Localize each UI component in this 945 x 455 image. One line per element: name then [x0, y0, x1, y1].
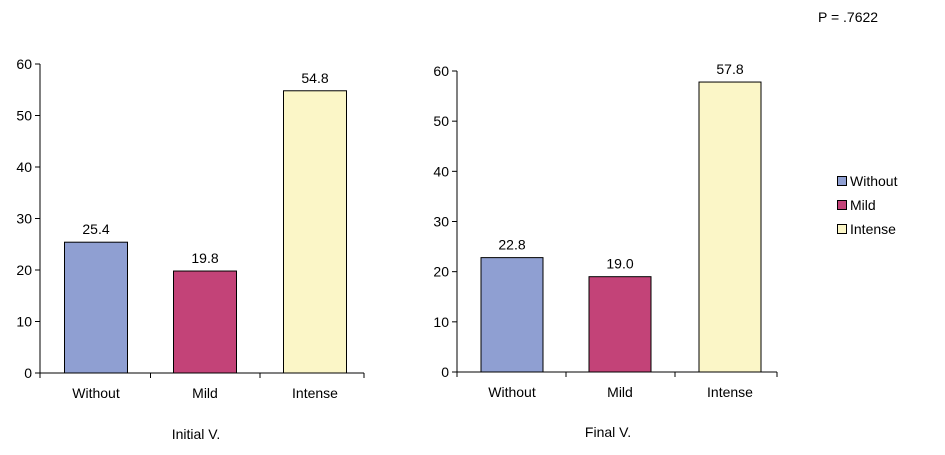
- chart1-x-axis-label: Initial V.: [172, 426, 221, 442]
- chart1-value-label: 19.8: [191, 250, 218, 266]
- chart2-x-axis-label: Final V.: [585, 424, 631, 440]
- chart2-category-label: Without: [488, 384, 536, 400]
- legend-label-mild: Mild: [850, 197, 876, 213]
- chart1-bar-intense: [283, 90, 347, 374]
- chart2-value-label: 57.8: [716, 61, 743, 77]
- legend-item-intense: Intense: [837, 217, 897, 241]
- chart2-bar-mild: [588, 276, 652, 373]
- legend-item-mild: Mild: [837, 193, 897, 217]
- chart1-y-tick-label: 30: [16, 211, 32, 227]
- chart2-category-label: Intense: [707, 384, 753, 400]
- chart1-y-tick-label: 60: [16, 56, 32, 72]
- chart1-category-label: Intense: [292, 385, 338, 401]
- chart1-bar-mild: [173, 270, 237, 374]
- chart1-value-label: 25.4: [82, 221, 109, 237]
- legend-item-without: Without: [837, 169, 897, 193]
- p-value-label: P = .7622: [818, 9, 879, 25]
- chart2-value-label: 22.8: [498, 237, 525, 253]
- chart1-bar-without: [64, 241, 128, 374]
- legend-label-intense: Intense: [850, 221, 896, 237]
- legend-swatch-intense: [837, 224, 847, 234]
- chart2-y-tick-label: 40: [433, 163, 449, 179]
- chart1-category-label: Mild: [192, 385, 218, 401]
- chart1-y-tick-label: 20: [16, 262, 32, 278]
- chart2-y-tick-label: 0: [441, 364, 449, 380]
- chart2-value-label: 19.0: [606, 256, 633, 272]
- chart1-y-tick-label: 0: [24, 365, 32, 381]
- chart2-y-tick-label: 30: [433, 214, 449, 230]
- chart2-category-label: Mild: [607, 384, 633, 400]
- legend: Without Mild Intense: [837, 169, 897, 241]
- legend-label-without: Without: [850, 173, 898, 189]
- chart2-y-tick-label: 50: [433, 113, 449, 129]
- chart2-y-tick-label: 20: [433, 264, 449, 280]
- chart2-y-tick-label: 60: [433, 63, 449, 79]
- chart2-bar-intense: [698, 81, 762, 373]
- legend-swatch-without: [837, 176, 847, 186]
- chart2-y-tick-label: 10: [433, 314, 449, 330]
- chart1-value-label: 54.8: [301, 70, 328, 86]
- chart1-category-label: Without: [72, 385, 120, 401]
- chart1-y-tick-label: 10: [16, 314, 32, 330]
- chart2-bar-without: [480, 257, 544, 373]
- legend-swatch-mild: [837, 200, 847, 210]
- chart1-y-tick-label: 40: [16, 159, 32, 175]
- chart1-y-tick-label: 50: [16, 108, 32, 124]
